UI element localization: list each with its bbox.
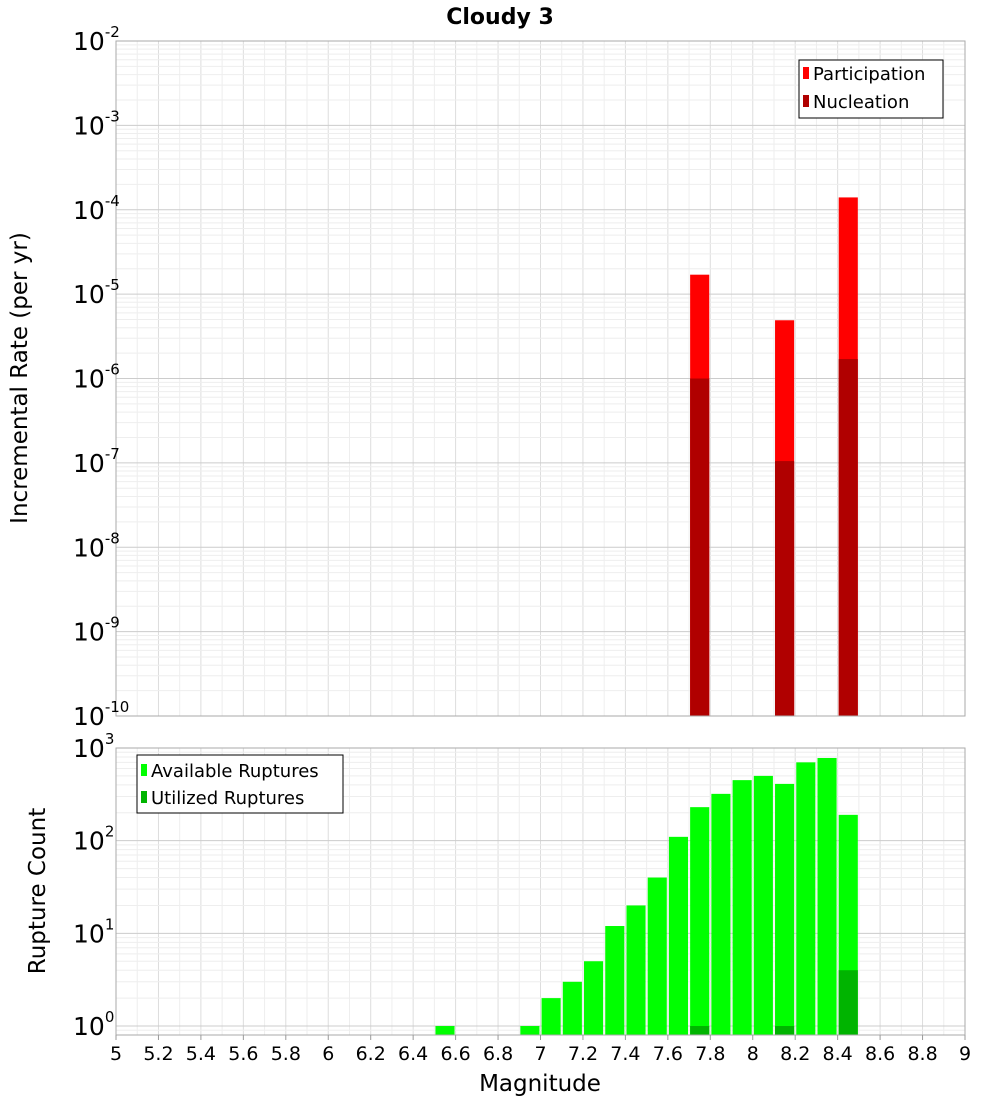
bar-available-ruptures	[817, 757, 837, 1035]
bar-available-ruptures	[626, 905, 646, 1035]
x-tick-label: 8.8	[907, 1043, 937, 1065]
y-tick-label: 100	[73, 1008, 114, 1041]
y-tick-label: 10-6	[73, 361, 120, 394]
y-tick-label: 101	[73, 915, 114, 948]
x-tick-label: 7.2	[568, 1043, 598, 1065]
bar-nucleation	[775, 461, 795, 716]
bar-available-ruptures	[647, 877, 667, 1035]
x-tick-label: 8	[747, 1043, 759, 1065]
legend-swatch-available	[141, 764, 147, 776]
y-tick-label: 10-5	[73, 276, 120, 309]
bar-utilized-ruptures	[838, 970, 858, 1035]
x-tick-label: 7	[534, 1043, 546, 1065]
top-panel: 10-2 10-3 10-4 10-5 10-6 10-7 10-8 10-9 10-10 In…	[7, 23, 966, 731]
y-tick-label: 10-4	[73, 192, 120, 225]
bar-available-ruptures	[668, 836, 689, 1035]
x-tick-label: 6.8	[483, 1043, 513, 1065]
x-tick-label: 6	[322, 1043, 334, 1065]
top-bars	[690, 197, 858, 717]
legend-swatch-utilized	[141, 791, 147, 803]
bar-available-ruptures	[520, 1026, 540, 1035]
bar-available-ruptures	[796, 762, 816, 1035]
bar-nucleation	[690, 378, 710, 716]
y-tick-label: 10-9	[73, 614, 120, 647]
bottom-bars	[435, 757, 858, 1035]
x-tick-label: 5.8	[271, 1043, 301, 1065]
x-tick-label: 5	[110, 1043, 122, 1065]
x-tick-label: 6.2	[356, 1043, 386, 1065]
y-tick-label: 10-3	[73, 107, 120, 140]
bar-available-ruptures	[775, 783, 795, 1035]
bottom-y-axis-label: Rupture Count	[25, 808, 51, 974]
x-axis-ticks: 5 5.2 5.4 5.6 5.8 6 6.2 6.4 6.6 6.8 7 7.2 7.4 7.6 7.8 8…	[110, 1035, 971, 1065]
bar-available-ruptures	[605, 926, 625, 1035]
bar-available-ruptures	[562, 981, 582, 1035]
bar-available-ruptures	[584, 961, 604, 1035]
x-tick-label: 7.6	[653, 1043, 683, 1065]
y-tick-label: 102	[73, 823, 114, 856]
top-plot-border	[115, 40, 966, 717]
top-grid	[115, 40, 966, 717]
legend-swatch-nucleation	[803, 95, 809, 107]
x-tick-label: 5.6	[228, 1043, 258, 1065]
y-tick-label: 10-8	[73, 529, 120, 562]
bar-available-ruptures	[541, 998, 561, 1035]
top-legend: Participation Nucleation	[798, 59, 944, 119]
bar-nucleation	[838, 359, 858, 716]
legend-label-available: Available Ruptures	[151, 761, 319, 782]
x-axis-label: Magnitude	[479, 1071, 601, 1097]
x-tick-label: 5.2	[143, 1043, 173, 1065]
bar-available-ruptures	[690, 807, 710, 1035]
y-tick-label: 10-10	[73, 698, 129, 731]
x-tick-label: 6.6	[440, 1043, 470, 1065]
legend-label-nucleation: Nucleation	[813, 92, 909, 113]
bottom-legend-box	[136, 754, 344, 814]
x-tick-label: 7.8	[695, 1043, 725, 1065]
chart-title: Cloudy 3	[446, 5, 554, 30]
x-tick-label: 7.4	[610, 1043, 640, 1065]
bar-available-ruptures	[753, 775, 773, 1035]
y-tick-label: 103	[73, 730, 114, 763]
y-tick-label: 10-7	[73, 445, 120, 478]
legend-swatch-participation	[803, 67, 809, 79]
bar-available-ruptures	[435, 1026, 455, 1035]
bottom-panel: 103 102 101 100 Rupture Count Available Rup…	[25, 730, 966, 1041]
bar-available-ruptures	[732, 780, 752, 1035]
x-tick-label: 8.6	[865, 1043, 895, 1065]
x-tick-label: 8.2	[780, 1043, 810, 1065]
legend-label-utilized: Utilized Ruptures	[151, 788, 304, 809]
y-tick-label: 10-2	[73, 23, 120, 56]
x-tick-label: 8.4	[823, 1043, 853, 1065]
x-tick-label: 5.4	[186, 1043, 216, 1065]
top-y-ticks: 10-2 10-3 10-4 10-5 10-6 10-7 10-8 10-9 10-10	[73, 23, 129, 731]
x-tick-label: 9	[959, 1043, 971, 1065]
top-legend-box	[798, 59, 944, 119]
bottom-legend: Available Ruptures Utilized Ruptures	[136, 754, 344, 814]
bar-utilized-ruptures	[690, 1026, 710, 1035]
x-tick-label: 6.4	[398, 1043, 428, 1065]
bar-available-ruptures	[711, 793, 731, 1035]
bottom-y-ticks: 103 102 101 100	[73, 730, 114, 1041]
bar-utilized-ruptures	[775, 1026, 795, 1035]
top-y-axis-label: Incremental Rate (per yr)	[7, 232, 33, 524]
legend-label-participation: Participation	[813, 64, 925, 85]
